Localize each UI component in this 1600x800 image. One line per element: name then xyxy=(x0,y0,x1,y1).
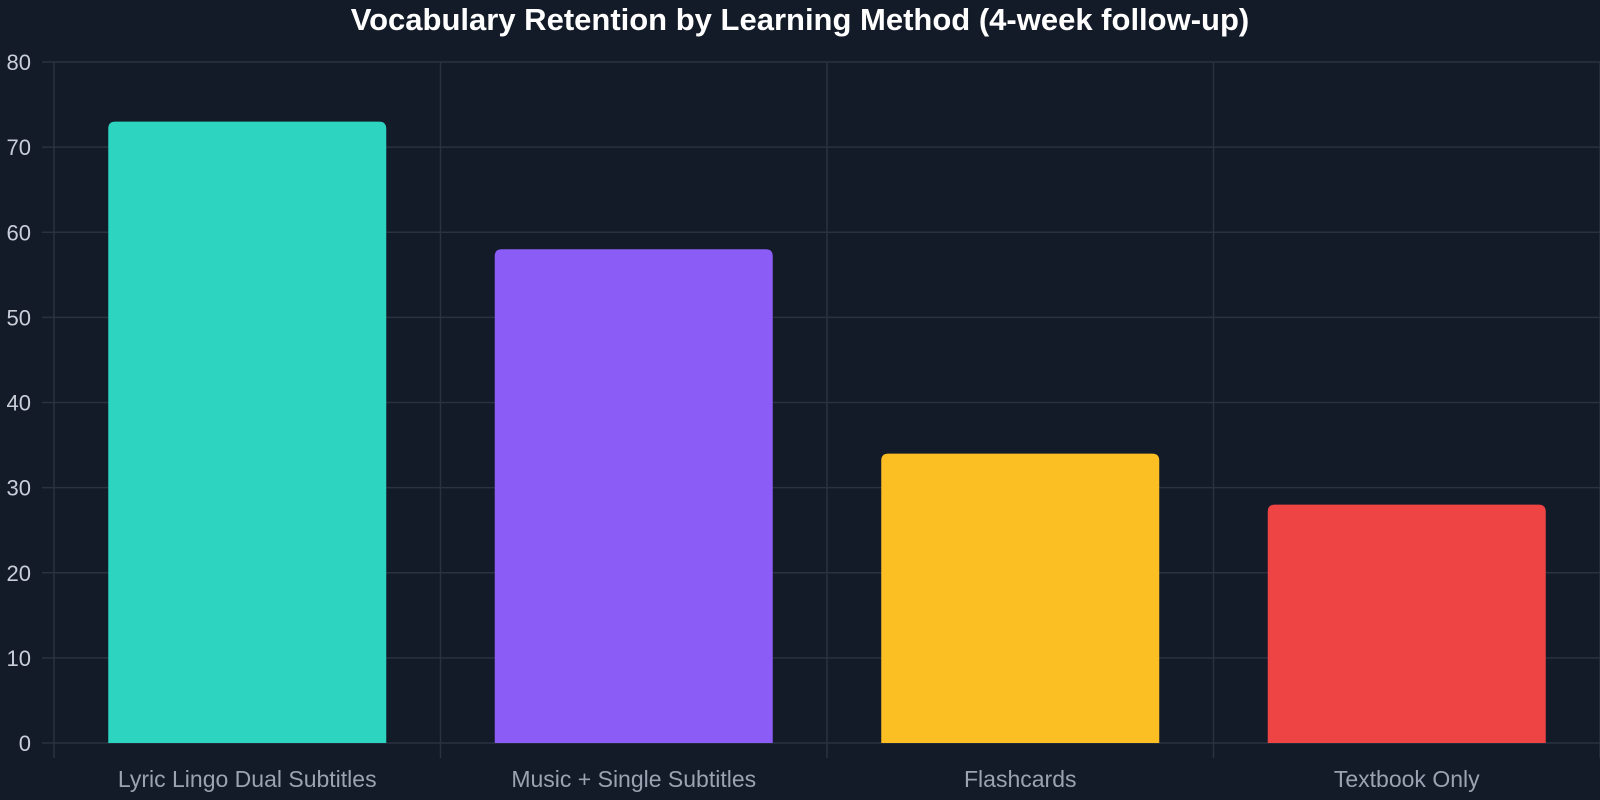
y-tick-label: 60 xyxy=(7,220,31,245)
y-tick-label: 80 xyxy=(7,50,31,75)
y-tick-label: 70 xyxy=(7,135,31,160)
x-tick-label: Lyric Lingo Dual Subtitles xyxy=(118,766,377,792)
bars xyxy=(108,121,1546,743)
y-tick-label: 0 xyxy=(19,731,31,756)
x-tick-label: Textbook Only xyxy=(1334,766,1480,792)
y-tick-label: 20 xyxy=(7,561,31,586)
x-axis-ticks: Lyric Lingo Dual Subtitles Music + Single… xyxy=(118,766,1480,792)
chart-title: Vocabulary Retention by Learning Method … xyxy=(351,2,1250,37)
bar xyxy=(881,453,1160,743)
y-tick-label: 30 xyxy=(7,476,31,501)
x-tick-label: Flashcards xyxy=(964,766,1076,792)
y-tick-label: 10 xyxy=(7,646,31,671)
x-tick-label: Music + Single Subtitles xyxy=(511,766,756,792)
bar xyxy=(1267,504,1546,743)
bar xyxy=(494,249,773,743)
y-axis-ticks: 0 10 20 30 40 50 60 70 80 xyxy=(7,50,31,756)
bar xyxy=(108,121,387,743)
y-tick-label: 40 xyxy=(7,391,31,416)
y-tick-label: 50 xyxy=(7,305,31,330)
